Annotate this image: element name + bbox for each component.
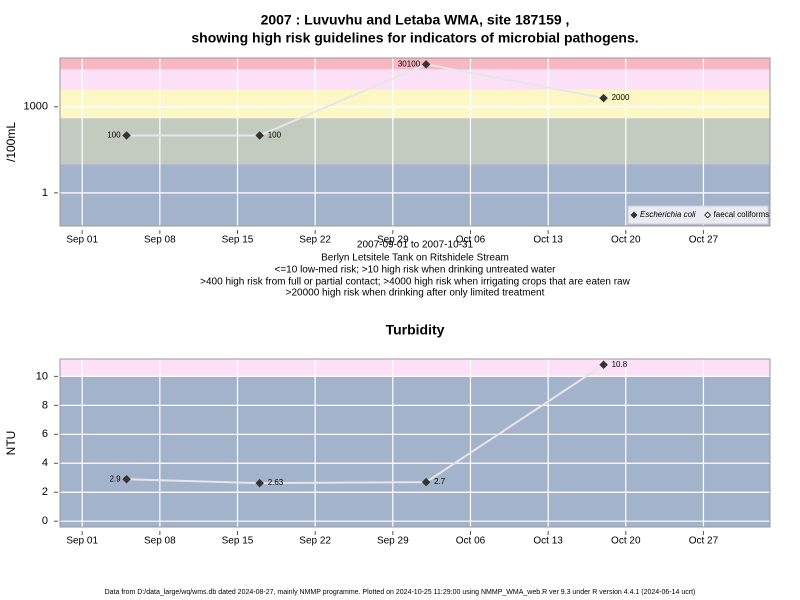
x-tick-label: Sep 29 <box>377 235 409 246</box>
note: 2007-09-01 to 2007-10-31 <box>357 240 474 251</box>
legend-label: Escherichia coli <box>640 210 696 219</box>
plot-frame <box>59 358 771 528</box>
data-label: 10.8 <box>612 360 628 369</box>
data-point <box>255 131 264 140</box>
y-tick-label: 10 <box>36 370 48 382</box>
legend-marker <box>630 211 638 219</box>
data-point <box>255 478 264 488</box>
x-tick-label: Oct 06 <box>456 536 486 547</box>
data-label: 2.9 <box>109 474 121 483</box>
risk-band <box>60 58 770 70</box>
chart-title: showing high risk guidelines for indicat… <box>191 30 638 46</box>
chart-title: 2007 : Luvuvhu and Letaba WMA, site 1871… <box>261 12 570 28</box>
risk-band <box>60 359 770 377</box>
risk-band <box>60 89 770 119</box>
legend-box <box>627 205 769 225</box>
data-point <box>421 477 431 487</box>
x-tick-label: Oct 06 <box>456 235 486 246</box>
note: Berlyn Letsitele Tank on Ritshidele Stre… <box>321 253 509 264</box>
x-tick-label: Sep 08 <box>144 235 176 246</box>
series-line <box>126 63 604 137</box>
x-tick-label: Sep 29 <box>377 536 409 547</box>
y-tick-label: 8 <box>42 399 48 411</box>
y-tick-label: 2 <box>42 486 48 498</box>
data-label: 100 <box>107 131 121 140</box>
y-axis-label: NTU <box>4 431 18 456</box>
data-point <box>122 131 131 140</box>
series-line <box>126 363 605 485</box>
note: <=10 low-med risk; >10 high risk when dr… <box>275 265 557 276</box>
plot-frame <box>59 57 771 227</box>
data-label: 30100 <box>398 59 421 68</box>
legend-label: faecal coliforms <box>714 210 770 219</box>
footer: Data from D:/data_large/wq/wms.db dated … <box>105 589 696 596</box>
y-tick-label: 1000 <box>24 101 48 113</box>
x-tick-label: Sep 15 <box>222 235 254 246</box>
chart-title: Turbidity <box>386 322 445 338</box>
note: >20000 high risk when drinking after onl… <box>286 288 545 299</box>
x-tick-label: Oct 27 <box>689 235 719 246</box>
x-tick-label: Oct 20 <box>611 536 641 547</box>
x-tick-label: Oct 13 <box>533 235 563 246</box>
data-label: 2.63 <box>268 478 284 487</box>
x-tick-label: Oct 13 <box>533 536 563 547</box>
data-label: 2.7 <box>434 477 446 486</box>
risk-band <box>60 69 770 90</box>
x-tick-label: Sep 01 <box>66 235 98 246</box>
y-tick-label: 4 <box>42 457 48 469</box>
risk-band <box>60 376 770 527</box>
data-label: 2000 <box>612 93 630 102</box>
y-axis-label: /100mL <box>4 122 18 162</box>
x-tick-label: Sep 08 <box>144 536 176 547</box>
data-label: 100 <box>268 131 282 140</box>
x-tick-label: Oct 20 <box>611 235 641 246</box>
x-tick-label: Sep 15 <box>222 536 254 547</box>
data-point <box>599 360 608 370</box>
x-tick-label: Oct 27 <box>689 536 719 547</box>
note: >400 high risk from full or partial cont… <box>200 277 630 288</box>
legend-marker <box>704 211 712 219</box>
data-point <box>122 474 131 484</box>
x-tick-label: Sep 22 <box>299 536 331 547</box>
y-tick-label: 0 <box>42 515 48 527</box>
x-tick-label: Sep 22 <box>299 235 331 246</box>
x-tick-label: Sep 01 <box>66 536 98 547</box>
y-tick-label: 1 <box>42 187 48 199</box>
y-tick-label: 6 <box>42 428 48 440</box>
risk-band <box>60 118 770 165</box>
